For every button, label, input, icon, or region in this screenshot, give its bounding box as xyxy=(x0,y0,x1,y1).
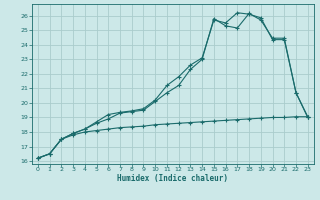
X-axis label: Humidex (Indice chaleur): Humidex (Indice chaleur) xyxy=(117,174,228,183)
